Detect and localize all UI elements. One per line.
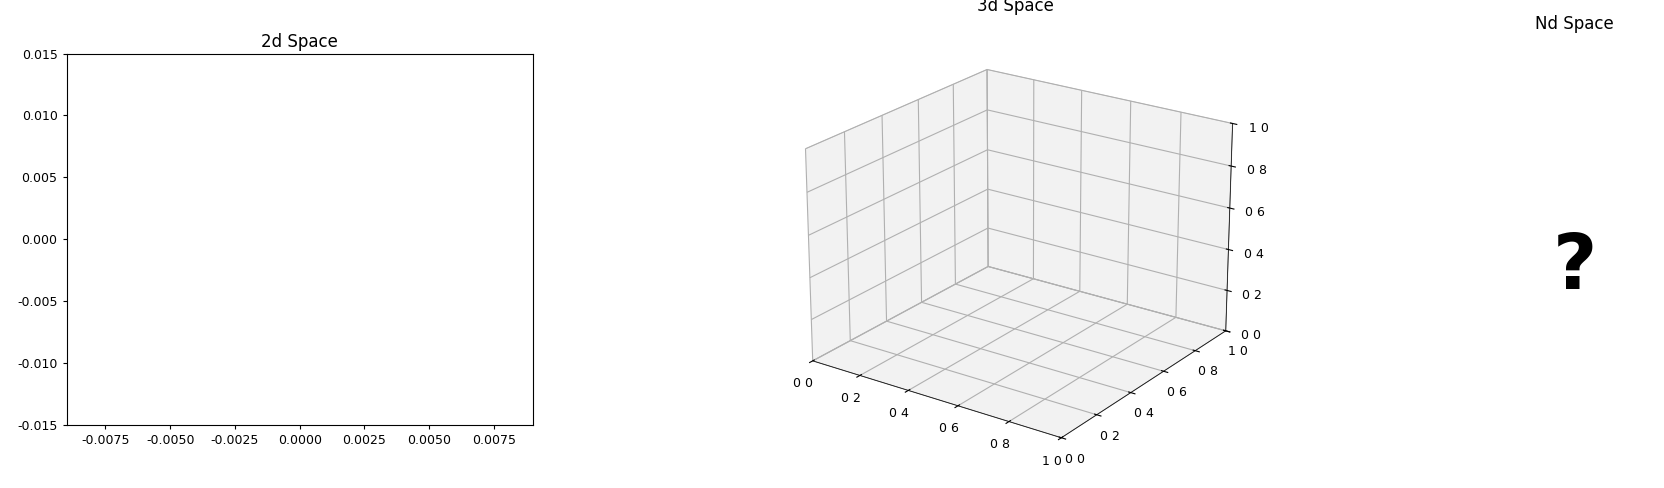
Title: 2d Space: 2d Space: [261, 33, 338, 51]
Text: ?: ?: [1553, 231, 1596, 305]
Text: Nd Space: Nd Space: [1534, 15, 1612, 33]
Title: 3d Space: 3d Space: [977, 0, 1053, 15]
